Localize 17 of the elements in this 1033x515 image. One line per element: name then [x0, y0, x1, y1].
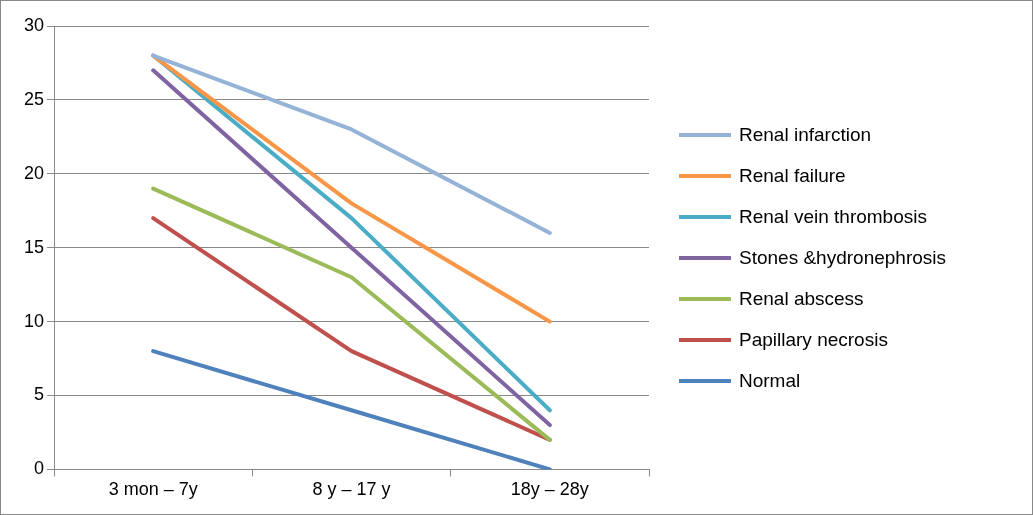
- y-tick-label: 20: [23, 162, 45, 183]
- y-tick-label: 5: [34, 384, 45, 405]
- legend-label: Stones &hydronephrosis: [739, 246, 947, 269]
- legend-label: Renal abscess: [739, 287, 864, 310]
- legend-label: Renal failure: [739, 164, 846, 187]
- legend-label: Normal: [739, 369, 801, 392]
- y-tick-label: 25: [23, 88, 45, 109]
- y-tick-label: 0: [34, 458, 45, 479]
- y-tick-label: 10: [23, 310, 45, 331]
- legend-label: Renal vein thrombosis: [739, 205, 927, 228]
- legend-label: Renal infarction: [739, 123, 872, 146]
- y-tick-label: 30: [23, 14, 45, 35]
- x-tick-label: 18y – 28y: [510, 479, 589, 500]
- x-tick-label: 8 y – 17 y: [312, 479, 391, 500]
- x-tick-label: 3 mon – 7y: [108, 479, 198, 500]
- y-tick-label: 15: [23, 236, 45, 257]
- legend-label: Papillary necrosis: [739, 328, 888, 351]
